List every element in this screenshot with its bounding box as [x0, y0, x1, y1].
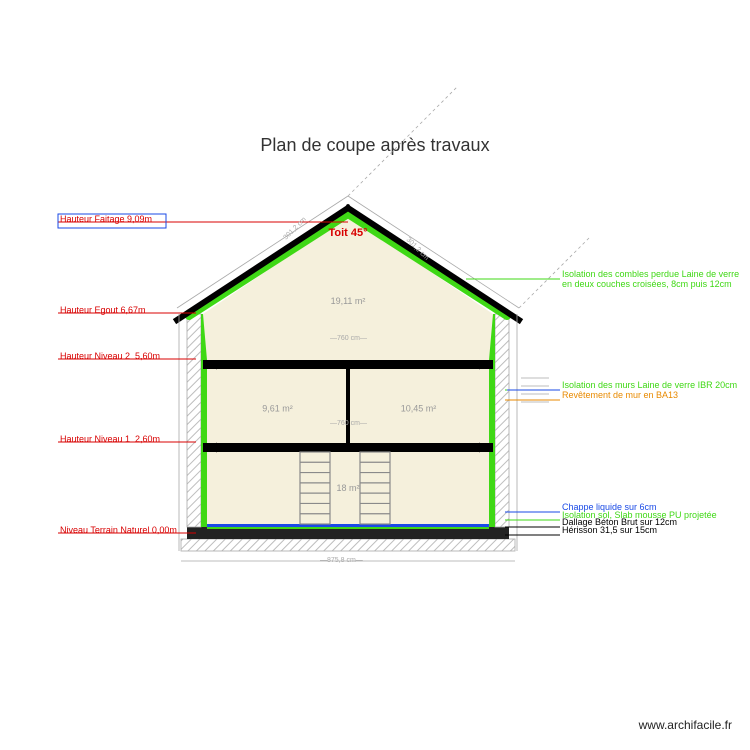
watermark: www.archifacile.fr [639, 718, 732, 732]
annotation-label: Isolation des combles perdue Laine de ve… [562, 269, 739, 289]
annotation-label: Hauteur Niveau 2 5,60m [60, 351, 160, 361]
svg-text:19,11 m²: 19,11 m² [331, 296, 366, 306]
svg-text:18 m²: 18 m² [336, 483, 359, 493]
annotation-label: Hauteur Egout 6,67m [60, 305, 146, 315]
annotation-label: Hauteur Faitage 9,09m [60, 214, 152, 224]
svg-text:—760 cm—: —760 cm— [330, 420, 367, 427]
annotation-label: Revêtement de mur en BA13 [562, 390, 678, 400]
svg-text:9,61 m²: 9,61 m² [262, 404, 293, 414]
svg-text:Toit 45°: Toit 45° [328, 227, 367, 239]
svg-text:10,45 m²: 10,45 m² [401, 404, 437, 414]
annotation-label: Niveau Terrain Naturel 0,00m [60, 525, 177, 535]
annotation-label: Isolation des murs Laine de verre IBR 20… [562, 380, 737, 390]
annotation-label: Hérisson 31,5 sur 15cm [562, 525, 657, 535]
annotation-label: Hauteur Niveau 1 2,60m [60, 434, 160, 444]
section-drawing: Toit 45°19,11 m²9,61 m²10,45 m²18 m²301,… [0, 0, 750, 750]
svg-text:—760 cm—: —760 cm— [330, 335, 367, 342]
svg-text:—875,8 cm—: —875,8 cm— [320, 557, 363, 564]
